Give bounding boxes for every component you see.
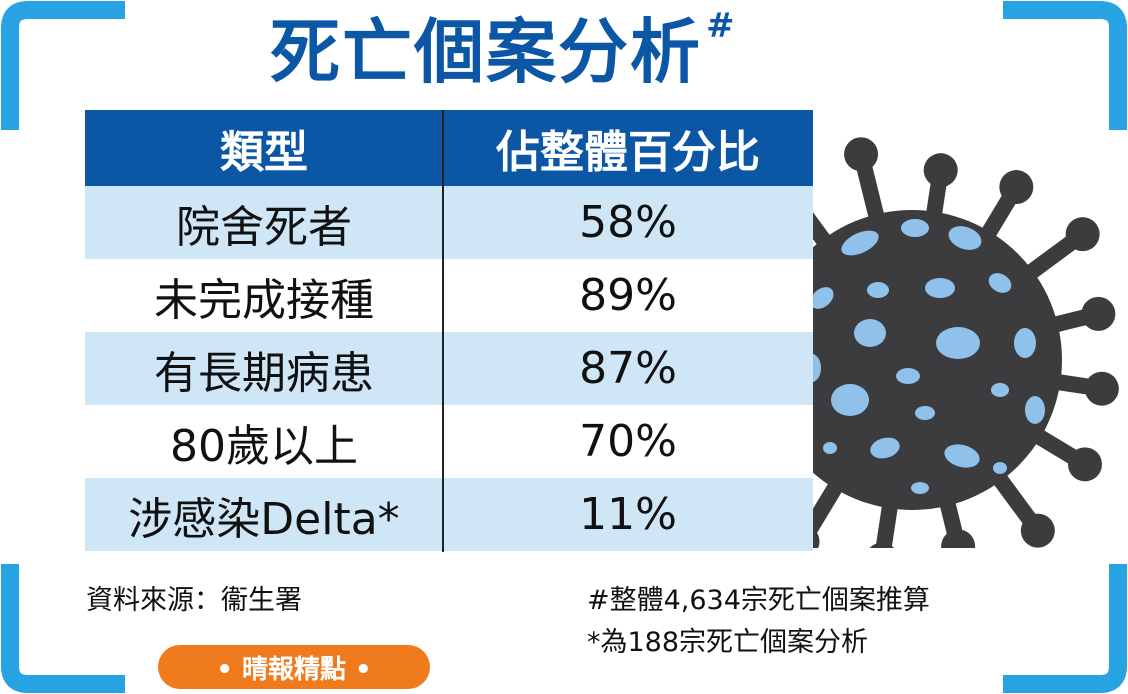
footnote-hash: #整體4,634宗死亡個案推算 [587, 585, 930, 616]
row-percent: 58% [579, 197, 677, 248]
death-case-table: 類型 佔整體百分比 院舍死者 58% 未完成接種 89% 有長期病患 87% 8… [85, 110, 813, 551]
column-header-type: 類型 [220, 127, 308, 178]
page-title: 死亡個案分析 [270, 11, 702, 93]
row-percent: 87% [579, 343, 677, 394]
row-type: 涉感染Delta* [128, 493, 400, 545]
brand-badge: • 晴報精點 • [158, 645, 430, 689]
column-header-percent: 佔整體百分比 [496, 127, 760, 178]
row-percent: 89% [579, 270, 677, 321]
bottom-right-bracket [998, 564, 1128, 694]
top-left-bracket [0, 0, 130, 130]
row-percent: 70% [579, 416, 677, 467]
footnote-asterisk: *為188宗死亡個案分析 [587, 627, 869, 658]
bottom-left-bracket [0, 564, 130, 694]
column-divider [442, 110, 444, 552]
title-block: 死亡個案分析 # [270, 6, 735, 98]
row-type: 院舍死者 [176, 201, 352, 253]
row-type: 未完成接種 [154, 274, 374, 326]
top-right-bracket [998, 0, 1128, 130]
table-row: 涉感染Delta* 11% [85, 478, 813, 551]
table-row: 80歲以上 70% [85, 405, 813, 478]
table-header: 類型 佔整體百分比 [85, 110, 813, 186]
row-percent: 11% [579, 489, 677, 540]
table-row: 有長期病患 87% [85, 332, 813, 405]
table-row: 院舍死者 58% [85, 186, 813, 259]
title-footnote-mark: # [706, 6, 735, 46]
row-type: 有長期病患 [154, 347, 374, 399]
row-type: 80歲以上 [170, 420, 358, 472]
source-note: 資料來源：衞生署 [86, 585, 302, 616]
table-row: 未完成接種 89% [85, 259, 813, 332]
